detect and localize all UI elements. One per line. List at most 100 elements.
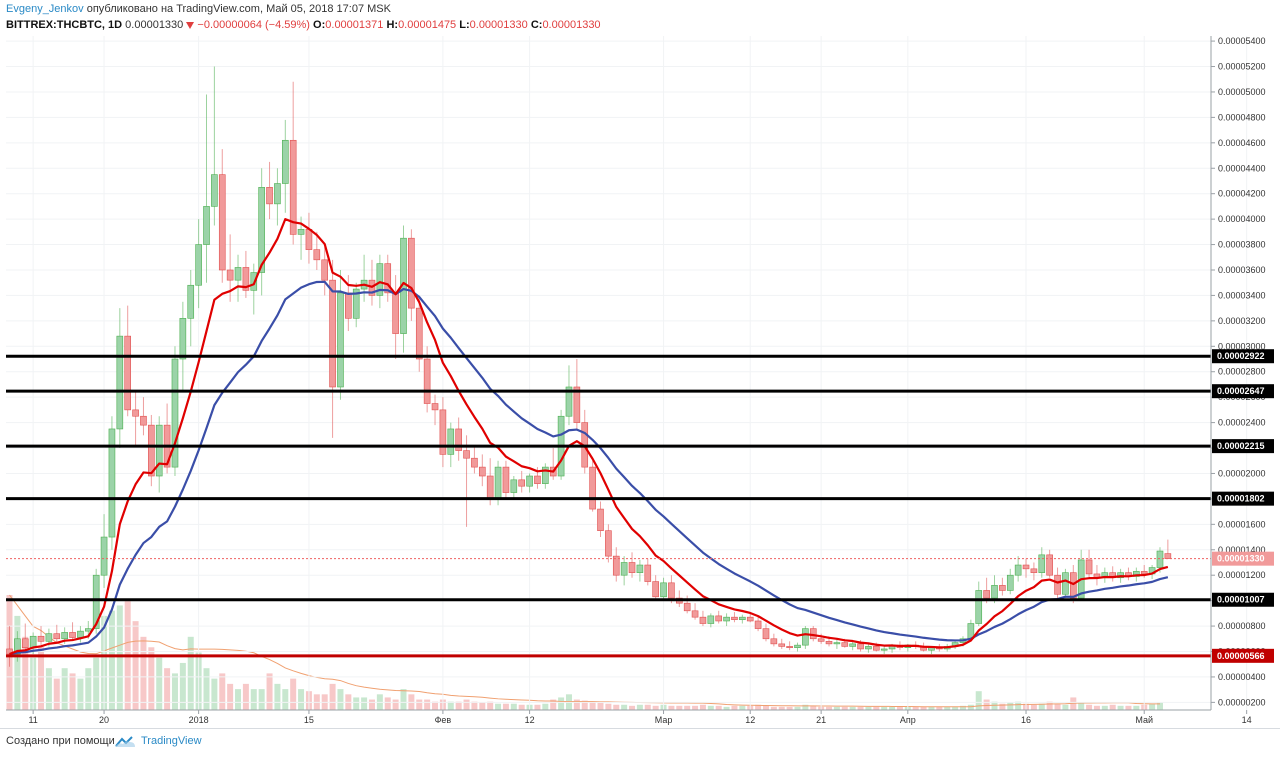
candle [384, 254, 392, 302]
candle-body [124, 335, 131, 411]
volume-bar [810, 705, 817, 710]
candle [321, 247, 329, 296]
candle-body [597, 508, 604, 531]
price-tick-label: 0.00005200 [1218, 62, 1266, 72]
price-tick-label: 0.00004600 [1218, 138, 1266, 148]
price-tick-label: 0.00000800 [1218, 621, 1266, 631]
level-tag [1212, 592, 1274, 607]
candle [605, 524, 612, 563]
candle [1038, 547, 1046, 578]
price-chart[interactable]: 0.000002000.000004000.000006000.00000800… [0, 36, 1280, 728]
candle-body [345, 292, 352, 319]
low-value: 0.00001330 [469, 19, 528, 31]
candle-body [132, 409, 139, 417]
candle-body [281, 139, 289, 184]
volume-bar [613, 704, 620, 710]
candle-body [809, 628, 817, 640]
time-axis[interactable]: 11 20 2018 15 Фев 12 Мар 12 21 Апр 16 Май 14 [28, 710, 1252, 725]
volume-bar [684, 705, 691, 710]
candle [502, 460, 510, 499]
level-tag-label: 0.00002647 [1217, 386, 1265, 396]
time-tick-label: 12 [745, 715, 755, 725]
tradingview-cloud-icon[interactable] [114, 734, 136, 748]
candle-body [865, 646, 872, 650]
candle [691, 603, 699, 620]
candle-body [218, 174, 226, 271]
candle [187, 269, 195, 347]
author-link[interactable]: Evgeny_Jenkov [6, 3, 84, 15]
candle-body [652, 581, 659, 598]
last-price: 0.00001330 [125, 19, 184, 31]
volume-bar [802, 704, 809, 710]
volume-bar [171, 673, 178, 710]
high-label: H: [386, 19, 399, 31]
volume-bar [692, 705, 699, 710]
volume-bar [400, 689, 407, 710]
time-tick-label: 14 [1242, 715, 1252, 725]
volume-bar [1046, 701, 1053, 710]
volume-bar [392, 699, 399, 710]
volume-bar [668, 705, 675, 710]
candle-body [1006, 574, 1014, 591]
footer: Создано при помощи TradingView [0, 728, 1280, 758]
candle-body [565, 386, 573, 417]
candle-body [526, 475, 533, 487]
candle [975, 581, 983, 627]
level-tag-label: 0.00002215 [1217, 441, 1265, 451]
triangle-down-icon [186, 21, 195, 29]
candle [518, 470, 526, 493]
candle-body [660, 582, 667, 598]
volume-bar [755, 704, 762, 710]
volume-bar [116, 605, 123, 710]
candle-body [770, 638, 778, 645]
candle [415, 295, 423, 372]
candle-body [171, 358, 179, 468]
volume-bar [881, 706, 888, 710]
volume-bar [621, 704, 628, 710]
candle-body [140, 415, 147, 426]
tradingview-brand-link[interactable]: TradingView [141, 735, 202, 747]
volume-bar [1054, 703, 1061, 710]
volume-bar [1086, 704, 1093, 710]
volume-bar [542, 703, 549, 710]
candle-body [313, 249, 321, 261]
current-price-tag [1212, 551, 1274, 566]
candle-body [297, 228, 305, 235]
candle-body [731, 616, 738, 621]
volume-bar [731, 705, 738, 710]
candle-body [61, 632, 68, 640]
volume-bar [707, 705, 714, 710]
price-tick-label: 0.00002800 [1218, 367, 1266, 377]
candle [802, 626, 809, 649]
volume-bar [928, 706, 935, 710]
volume-bar [471, 701, 478, 710]
candle [281, 119, 289, 213]
volume-bar [739, 705, 746, 710]
price-tick-label: 0.00004800 [1218, 112, 1266, 122]
volume-bar [211, 678, 218, 710]
candle-body [108, 428, 116, 538]
candle-body [116, 335, 124, 430]
candle-body [266, 187, 273, 205]
candle [313, 231, 321, 270]
volume-bar [282, 689, 289, 710]
candle-body [494, 466, 502, 500]
volume-bar [1038, 703, 1045, 710]
price-tick-label: 0.00001200 [1218, 570, 1266, 580]
price-tick-label: 0.00002400 [1218, 418, 1266, 428]
candle-body [376, 263, 384, 296]
volume-bar [361, 697, 368, 710]
level-tag-label: 0.00001802 [1217, 494, 1265, 504]
volume-bar [873, 706, 880, 710]
volume-bar [794, 706, 801, 710]
candle-body [628, 562, 636, 573]
candle [352, 282, 360, 328]
candle [140, 397, 147, 436]
candle [218, 149, 226, 283]
candle-body [1164, 553, 1172, 559]
candle [455, 417, 462, 461]
volume-bar [510, 703, 517, 710]
price-tick-label: 0.00004000 [1218, 214, 1266, 224]
volume-bar [164, 668, 171, 710]
candle [258, 168, 265, 296]
